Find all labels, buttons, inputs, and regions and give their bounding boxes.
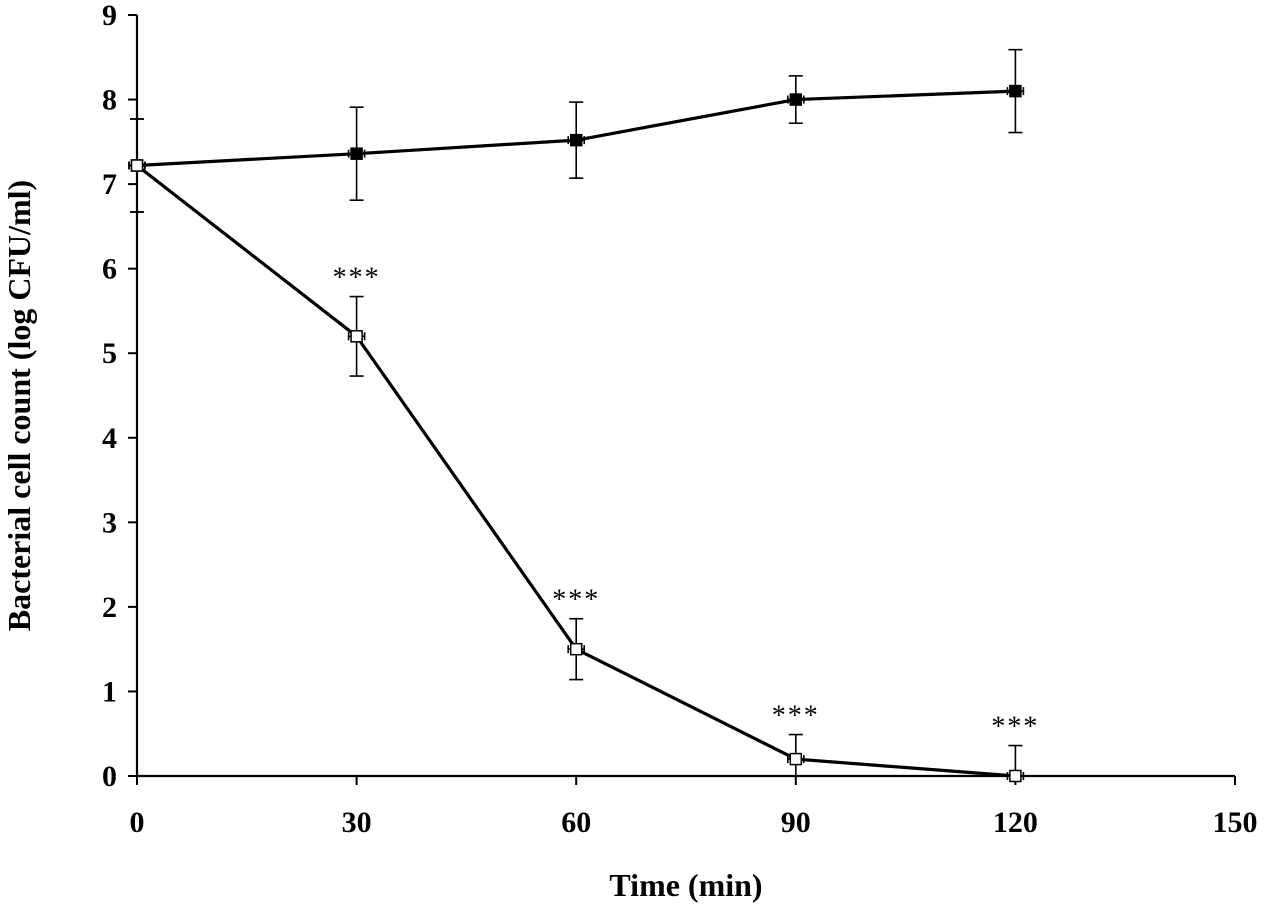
x-tick-label-30: 30 bbox=[342, 806, 372, 839]
x-tick-label-150: 150 bbox=[1213, 806, 1258, 839]
series-line-treated bbox=[136, 164, 1016, 778]
series-layer: *** *** *** *** bbox=[128, 48, 1039, 783]
y-tick-label-1: 1 bbox=[102, 675, 117, 708]
y-tick-label-5: 5 bbox=[102, 337, 117, 370]
x-axis-title: Time (min) bbox=[609, 867, 762, 903]
y-tick-label-7: 7 bbox=[102, 168, 117, 201]
data-point bbox=[569, 642, 583, 656]
x-tick-label-0: 0 bbox=[130, 806, 145, 839]
data-point bbox=[569, 133, 583, 147]
x-tick-label-60: 60 bbox=[561, 806, 591, 839]
significance-label: *** bbox=[333, 263, 381, 294]
data-point bbox=[130, 159, 144, 172]
data-point bbox=[350, 330, 363, 343]
y-tick-label-8: 8 bbox=[102, 84, 117, 117]
y-tick-label-9: 9 bbox=[102, 0, 117, 32]
y-tick-label-0: 0 bbox=[102, 760, 117, 793]
axes: 0 30 60 90 120 150 0 1 2 3 4 5 6 7 8 9 bbox=[102, 0, 1258, 839]
data-point bbox=[789, 93, 803, 106]
x-tick-label-120: 120 bbox=[993, 806, 1038, 839]
series-control bbox=[128, 48, 1025, 213]
significance-label: *** bbox=[552, 585, 600, 616]
data-point bbox=[1009, 769, 1022, 783]
y-tick-label-6: 6 bbox=[102, 253, 117, 286]
x-tick-label-90: 90 bbox=[781, 806, 811, 839]
data-point bbox=[789, 752, 803, 766]
series-treated: *** *** *** *** bbox=[128, 118, 1039, 783]
data-point bbox=[1009, 84, 1022, 98]
y-tick-label-2: 2 bbox=[102, 591, 117, 624]
y-tick-label-3: 3 bbox=[102, 506, 117, 539]
significance-label: *** bbox=[991, 712, 1039, 743]
significance-label: *** bbox=[772, 701, 820, 732]
data-point bbox=[350, 147, 363, 160]
y-tick-label-4: 4 bbox=[102, 422, 117, 455]
y-axis-title: Bacterial cell count (log CFU/ml) bbox=[1, 180, 37, 631]
